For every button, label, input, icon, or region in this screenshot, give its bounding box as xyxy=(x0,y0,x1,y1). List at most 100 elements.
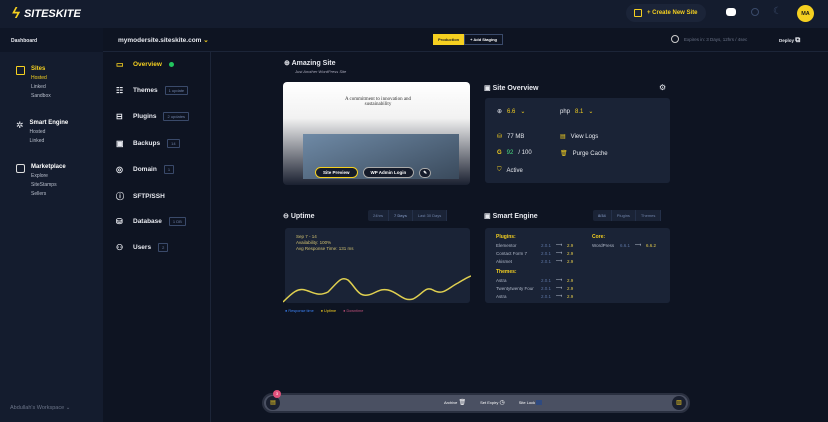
deploy-button[interactable]: Deploy ⧉ xyxy=(779,37,800,45)
database-icon: ⛁ xyxy=(116,217,123,226)
subnav-item-plugins[interactable]: ⊟ Plugins 2 updates xyxy=(116,112,190,121)
tab-30days[interactable]: Last 30 Days xyxy=(413,210,448,221)
overview-title-text: Site Overview xyxy=(492,85,539,92)
edit-icon[interactable]: ✎ xyxy=(419,167,432,178)
subnav-label: SFTP/SSH xyxy=(133,193,165,200)
update-from: 2.0.1 xyxy=(541,258,552,264)
subnav-item-themes[interactable]: ☷ Themes 1 update xyxy=(116,86,189,95)
status-dot xyxy=(168,62,174,67)
legend-item[interactable]: ● Response time xyxy=(285,309,314,313)
update-from: 2.0.1 xyxy=(541,293,552,299)
domain-select[interactable]: mymodersite.siteskite.com ⌄ xyxy=(118,36,209,44)
archive-button[interactable]: Archive 🗑 xyxy=(444,399,466,406)
arrow-right-icon: ⟶ xyxy=(555,250,563,255)
sidebar-item-sandbox[interactable]: Sandbox xyxy=(31,93,51,99)
subnav-label: Backups xyxy=(133,140,161,147)
site-title: ⊕ Amazing Site xyxy=(284,59,336,67)
subnav-item-domain[interactable]: ◎ Domain 1 xyxy=(116,165,175,174)
tab-themes[interactable]: Themes xyxy=(636,210,662,221)
search-icon[interactable] xyxy=(751,8,759,16)
sidebar-item-sellers[interactable]: Sellers xyxy=(31,191,47,197)
settings-icon[interactable]: ⚙ xyxy=(659,83,667,92)
subnav-item-database[interactable]: ⛁ Database 1 DB xyxy=(116,217,186,226)
score-max: / 100 xyxy=(518,150,532,156)
subnav-item-backups[interactable]: ▣ Backups 14 xyxy=(116,139,180,148)
dashboard-link[interactable]: Dashboard xyxy=(0,28,103,52)
update-name: Astra xyxy=(496,277,507,283)
update-to: 2.9 xyxy=(567,258,574,264)
production-button[interactable]: Production xyxy=(433,34,465,45)
minus-circle-icon: ⊖ xyxy=(283,213,289,220)
site-select-icon[interactable]: ▤ xyxy=(266,396,280,410)
site-status: ⛉ Active xyxy=(497,167,523,174)
view-logs-label: View Logs xyxy=(570,133,599,140)
sidebar-item-marketplace[interactable]: Marketplace xyxy=(31,164,66,170)
site-tagline: Just Another WordPress Site xyxy=(295,69,347,74)
subnav-badge: 1 update xyxy=(164,86,189,95)
site-title-text: Amazing Site xyxy=(291,60,336,67)
update-from: 2.0.1 xyxy=(541,242,552,248)
tab-7days[interactable]: 7 Days xyxy=(389,210,413,221)
add-staging-button[interactable]: + Add Staging xyxy=(464,34,503,45)
set-expiry-button[interactable]: Set Expiry ◷ xyxy=(480,399,505,406)
moon-icon[interactable]: ☾ xyxy=(773,6,782,17)
update-row: Astra 2.0.1 ⟶ 2.9 xyxy=(496,293,591,299)
chevron-down-icon: ⌄ xyxy=(203,37,209,44)
score-value: 92 xyxy=(506,150,514,156)
set-expiry-label: Set Expiry xyxy=(480,400,499,405)
core-heading: Core: xyxy=(592,234,606,240)
wp-version-select[interactable]: ⊕ 6.6 ⌄ xyxy=(497,108,526,116)
site-preview-button[interactable]: Site Preview xyxy=(315,167,358,178)
sidebar-item-explore[interactable]: Explore xyxy=(31,173,48,179)
sftp-icon: ⓘ xyxy=(116,192,124,201)
storage: ⛁ 77 MB xyxy=(497,133,524,141)
tab-updates[interactable]: 8/34 xyxy=(593,210,612,221)
subnav-badge: 14 xyxy=(167,139,180,148)
tab-plugins[interactable]: Plugins xyxy=(612,210,636,221)
subnav-item-overview[interactable]: ▭ Overview xyxy=(116,60,174,69)
update-to: 2.9 xyxy=(567,242,574,248)
site-subnav xyxy=(103,52,211,422)
sidebar-item-sites[interactable]: Sites xyxy=(31,66,46,72)
subnav-item-users[interactable]: ⚇ Users 2 xyxy=(116,243,169,252)
create-label: + Create New Site xyxy=(647,10,698,16)
sidebar-item-linked[interactable]: Linked xyxy=(31,84,46,90)
legend-item[interactable]: ● Uptime xyxy=(321,309,336,313)
php-version-select[interactable]: php 8.1 ⌄ xyxy=(560,108,593,116)
workspace-switcher[interactable]: Abdullah's Workspace ⌄ xyxy=(10,405,70,411)
selection-count-badge: 3 xyxy=(273,390,281,398)
view-logs-button[interactable]: ▤ View Logs xyxy=(560,133,599,141)
sidebar-item-se-hosted[interactable]: Hosted xyxy=(29,129,46,135)
legend-label: Response time xyxy=(288,309,314,313)
site-lock-toggle[interactable]: Site Lock xyxy=(519,400,543,406)
tab-24hrs[interactable]: 24hrs xyxy=(368,210,390,221)
create-new-site-button[interactable]: + Create New Site xyxy=(626,4,706,22)
purge-cache-button[interactable]: 🗑 Purge Cache xyxy=(560,150,608,158)
discord-icon[interactable] xyxy=(726,8,736,16)
smart-engine-card: Plugins: Elementor 2.0.1 ⟶ 2.9 Contact Form … xyxy=(485,228,670,303)
uptime-title-text: Uptime xyxy=(290,213,315,220)
uptime-legend: ● Response time ● Uptime ● Downtime xyxy=(285,309,363,313)
avatar[interactable]: MA xyxy=(797,5,814,22)
chevron-down-icon: ⌄ xyxy=(520,109,526,115)
update-to: 2.9 xyxy=(567,293,574,299)
themes-heading: Themes: xyxy=(496,269,517,275)
site-preview-card: A commitment to innovation and sustainab… xyxy=(283,82,470,185)
subnav-item-sftp-ssh[interactable]: ⓘ SFTP/SSH xyxy=(116,191,165,202)
sidebar-item-smart-engine[interactable]: Smart Engine xyxy=(29,120,69,126)
storage-icon: ⛁ xyxy=(497,134,503,140)
sidebar-item-se-linked[interactable]: Linked xyxy=(29,138,45,144)
chart-icon[interactable]: ▥ xyxy=(672,396,686,410)
sidebar-item-sitestamps[interactable]: SiteStamps xyxy=(31,182,57,188)
sidebar-item-hosted[interactable]: Hosted xyxy=(31,75,47,81)
update-to: 2.9 xyxy=(567,250,574,256)
uptime-avg-response: Avg Response Time: 131 ms xyxy=(296,246,354,251)
smart-engine-tabs: 8/34 Plugins Themes xyxy=(593,210,662,221)
copy-icon: ⧉ xyxy=(795,37,801,44)
chevron-down-icon: ⌄ xyxy=(65,405,71,411)
logo[interactable]: ϟ SITESKITE xyxy=(12,5,81,22)
wp-admin-login-button[interactable]: WP Admin Login xyxy=(362,167,415,178)
legend-item[interactable]: ● Downtime xyxy=(343,309,363,313)
themes-icon: ☷ xyxy=(116,86,124,95)
uptime-range: Sep 7 - 14 xyxy=(296,234,317,239)
